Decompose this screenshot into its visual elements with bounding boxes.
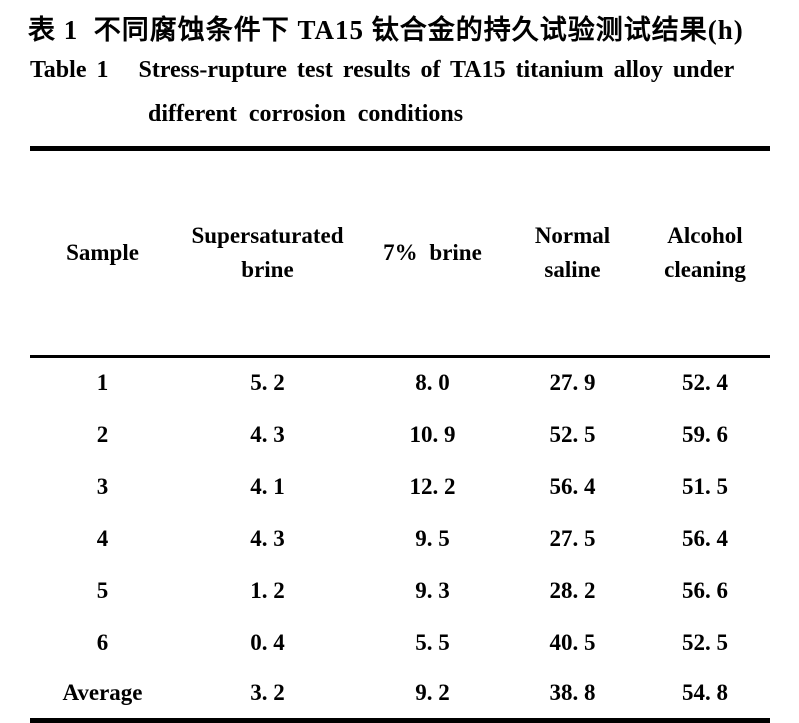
table-cell: 28. 2 [549, 577, 596, 603]
header-label: saline [544, 257, 601, 282]
table-cell: 12. 2 [409, 473, 456, 499]
header-label: Supersaturated [191, 223, 344, 248]
table-cell: 8. 0 [415, 370, 450, 396]
table-cell: 40. 5 [549, 629, 596, 655]
table-cell: 6 [96, 629, 109, 655]
table-cell: 5. 5 [415, 629, 450, 655]
header-label: 7% brine [383, 240, 482, 265]
table-row-sample-6: 6 0. 4 5. 5 40. 5 52. 5 [30, 617, 770, 669]
table-cell: 9. 3 [415, 577, 450, 603]
header-cell-normal-saline: Normal saline [505, 149, 640, 357]
header-row: Sample Supersaturated brine 7% brine Norm… [30, 149, 770, 357]
table-cell: 9. 5 [415, 525, 450, 551]
header-cell-alcohol-cleaning: Alcohol cleaning [640, 149, 770, 357]
table-caption-chinese: 表 1 不同腐蚀条件下 TA15 钛合金的持久试验测试结果(h) [28, 15, 744, 45]
table-cell: 56. 4 [682, 525, 728, 551]
table-cell: 3. 2 [250, 680, 285, 706]
header-label: Normal [534, 223, 611, 248]
table-row-sample-4: 4 4. 3 9. 5 27. 5 56. 4 [30, 513, 770, 565]
table-cell: 0. 4 [250, 629, 285, 655]
table-caption-english-line1: Table 1 Stress-rupture test results of T… [30, 57, 735, 83]
table-caption-english-line2: different corrosion conditions [148, 101, 464, 127]
table-cell: 2 [96, 421, 109, 447]
table-cell: 56. 4 [549, 473, 596, 499]
results-table: Sample Supersaturated brine 7% brine Norm… [30, 146, 770, 723]
table-row-sample-5: 5 1. 2 9. 3 28. 2 56. 6 [30, 565, 770, 617]
table-cell: 4. 3 [250, 421, 285, 447]
table-cell: 4. 3 [250, 525, 285, 551]
table-row-average: Average 3. 2 9. 2 38. 8 54. 8 [30, 669, 770, 721]
table-cell: 38. 8 [549, 680, 596, 706]
table-cell: 5 [96, 577, 109, 603]
table-cell: 5. 2 [250, 370, 285, 396]
table-cell: 52. 5 [549, 421, 596, 447]
header-label: brine [241, 257, 294, 282]
table-cell: 4 [96, 525, 109, 551]
table-cell: 9. 2 [415, 680, 450, 706]
table-cell: 27. 5 [549, 525, 596, 551]
table-cell: 10. 9 [409, 421, 456, 447]
table-cell: 59. 6 [682, 421, 728, 447]
table-cell: 56. 6 [682, 577, 728, 603]
table-cell: 1. 2 [250, 577, 285, 603]
table-row-sample-3: 3 4. 1 12. 2 56. 4 51. 5 [30, 461, 770, 513]
header-label: Sample [66, 240, 139, 265]
table-cell: 52. 4 [682, 370, 728, 396]
table-cell: Average [62, 680, 143, 706]
table-cell: 3 [96, 473, 109, 499]
header-cell-sample: Sample [30, 149, 175, 357]
header-cell-7-percent-brine: 7% brine [360, 149, 505, 357]
table-cell: 52. 5 [682, 629, 728, 655]
table-row-sample-1: 1 5. 2 8. 0 27. 9 52. 4 [30, 357, 770, 409]
header-label: cleaning [664, 257, 746, 282]
table-cell: 27. 9 [549, 370, 596, 396]
table-cell: 4. 1 [250, 473, 285, 499]
table-cell: 54. 8 [682, 680, 728, 706]
table-cell: 1 [96, 370, 109, 396]
table-row-sample-2: 2 4. 3 10. 9 52. 5 59. 6 [30, 409, 770, 461]
header-label: Alcohol [667, 223, 743, 248]
header-cell-supersaturated-brine: Supersaturated brine [175, 149, 360, 357]
table-cell: 51. 5 [682, 473, 728, 499]
